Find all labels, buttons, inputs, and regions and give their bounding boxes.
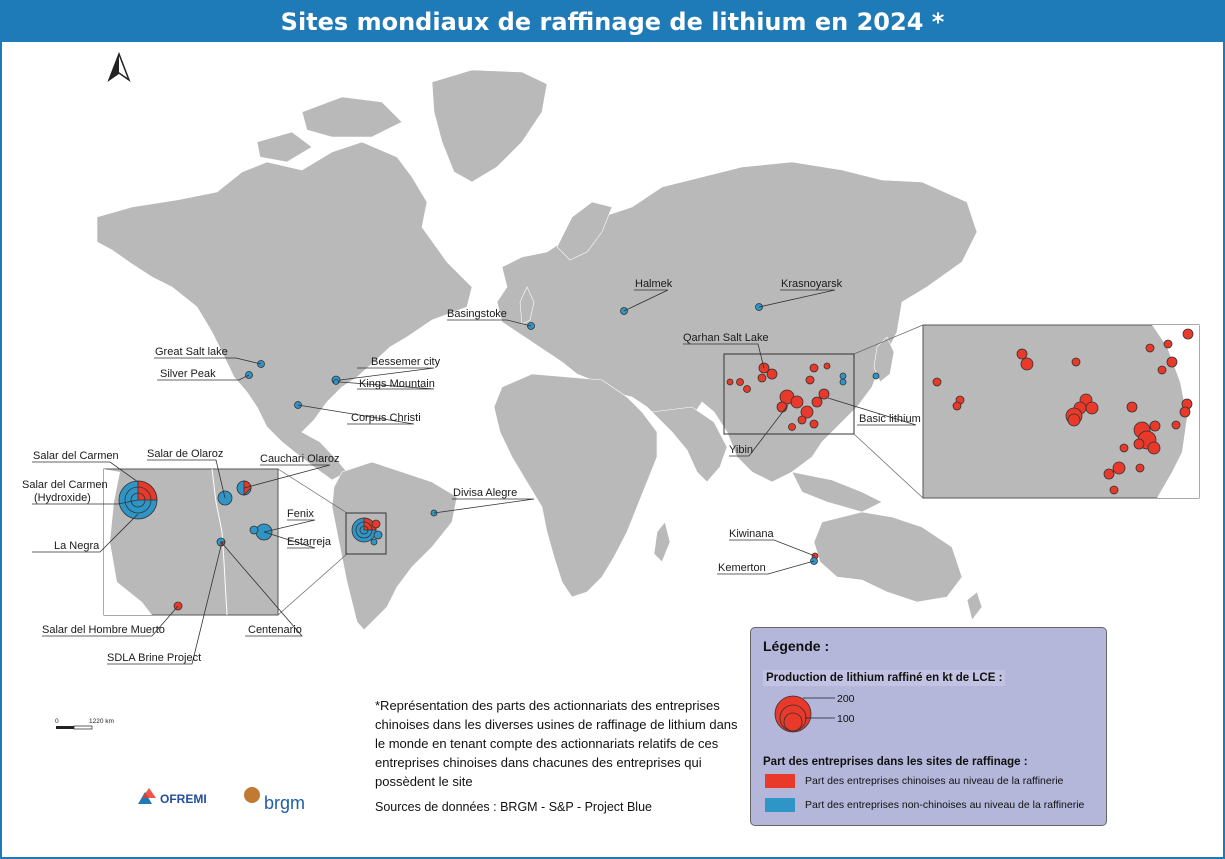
land-masses [96,69,983,631]
brgm-logo: brgm [244,787,305,813]
svg-text:brgm: brgm [264,793,305,813]
label-basingstoke: Basingstoke [447,308,507,320]
swatch-non-chinese [765,798,795,812]
legend-chinese-label: Part des entreprises chinoises au niveau… [805,775,1064,787]
ofremi-logo: OFREMI [138,788,207,806]
legend-size-symbols: 200 100 [774,693,855,733]
svg-text:OFREMI: OFREMI [160,792,207,806]
label-centenario: Centenario [248,624,302,636]
legend: Légende : Production de lithium raffiné … [750,627,1107,826]
label-cauchari-olaroz: Cauchari Olaroz [260,453,339,465]
north-arrow-icon [107,51,131,83]
label-salar-de-olaroz: Salar de Olaroz [147,448,223,460]
data-sources: Sources de données : BRGM - S&P - Projec… [375,800,652,814]
svg-text:200: 200 [837,693,855,705]
scale-bar: 0 1220 km [55,718,114,730]
label-salar-del-carmen: Salar del Carmen [33,450,119,462]
label-salar-del-hombre-muerto: Salar del Hombre Muerto [42,624,165,636]
label-salar-del-carmen-hydroxide: Salar del Carmen (Hydroxide) [22,479,108,504]
label-sdla: SDLA Brine Project [107,652,201,664]
label-yibin: Yibin [729,444,753,456]
south-america [331,461,458,631]
north-america [96,141,473,481]
legend-part-title: Part des entreprises dans les sites de r… [763,756,1028,768]
label-la-negra: La Negra [54,540,100,552]
legend-production-title: Production de lithium raffiné en kt de L… [763,670,1006,686]
legend-non-chinese-label: Part des entreprises non-chinoises au ni… [805,799,1085,811]
footnote: *Représentation des parts des actionnari… [375,698,738,789]
label-great-salt-lake: Great Salt lake [155,346,228,358]
label-qarhan: Qarhan Salt Lake [683,332,769,344]
label-silver-peak: Silver Peak [160,368,216,380]
greenland [431,69,548,183]
svg-text:0: 0 [55,718,59,725]
label-kiwinana: Kiwinana [729,528,775,540]
label-krasnoyarsk: Krasnoyarsk [781,278,843,290]
site-kings-mountain [333,379,339,385]
svg-text:1220 km: 1220 km [89,718,114,725]
africa [493,373,658,598]
label-basic-lithium: Basic lithium [859,413,921,425]
label-bessemer-city: Bessemer city [371,356,441,368]
label-estarreja: Estarreja [287,536,332,548]
inset-china [922,324,1200,499]
label-divisa-alegre: Divisa Alegre [453,487,517,499]
swatch-chinese [765,774,795,788]
svg-text:100: 100 [837,713,855,725]
label-kings-mountain: Kings Mountain [359,378,435,390]
legend-title: Légende : [763,638,830,654]
map-title: Sites mondiaux de raffinage de lithium e… [2,2,1223,42]
australia [813,511,963,603]
label-corpus-christi: Corpus Christi [351,412,421,424]
label-halmek: Halmek [635,278,673,290]
label-kemerton: Kemerton [718,562,766,574]
label-fenix: Fenix [287,508,314,520]
